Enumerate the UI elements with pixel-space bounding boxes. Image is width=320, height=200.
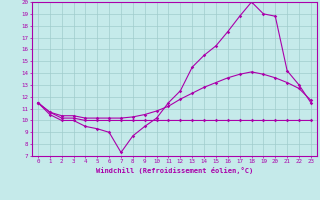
X-axis label: Windchill (Refroidissement éolien,°C): Windchill (Refroidissement éolien,°C) bbox=[96, 167, 253, 174]
